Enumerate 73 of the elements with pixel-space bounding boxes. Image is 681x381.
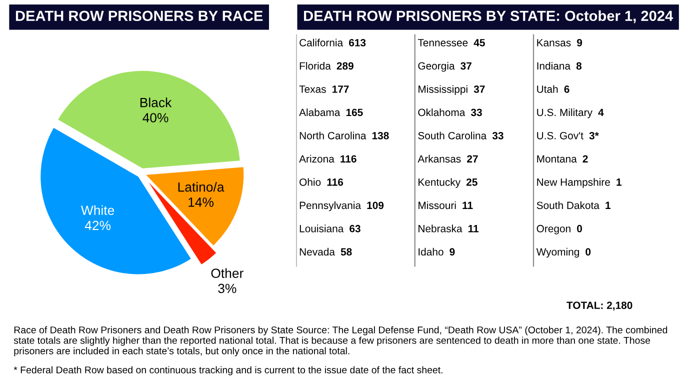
category-label: Idaho xyxy=(418,248,444,256)
category-label: Ohio xyxy=(300,178,321,186)
data-label: 1 xyxy=(616,178,622,186)
category-label: California xyxy=(300,38,344,46)
data-label: 33 xyxy=(470,108,482,116)
category-label: North Carolina xyxy=(300,132,366,140)
data-label: 4 xyxy=(598,108,604,116)
text: TOTAL: 2,180 xyxy=(566,302,632,311)
category-label: Nevada xyxy=(300,248,335,256)
data-label: 9 xyxy=(450,248,455,256)
data-label: 109 xyxy=(367,202,384,210)
category-label: Louisiana xyxy=(300,224,344,232)
data-label: 27 xyxy=(467,155,478,162)
data-label: 63 xyxy=(350,224,360,232)
category-label: Nebraska xyxy=(418,224,462,232)
category-label: New Hampshire xyxy=(537,178,610,188)
category-label: Florida xyxy=(300,62,331,70)
slice-label: White xyxy=(80,205,114,215)
category-label: Missouri xyxy=(418,201,456,210)
data-label: 45 xyxy=(474,39,485,46)
category-label: South Dakota xyxy=(536,201,600,210)
category-label: U.S. Military xyxy=(537,108,592,118)
data-label: 42% xyxy=(84,220,111,230)
category-label: Tennessee xyxy=(418,39,468,46)
data-label: 138 xyxy=(372,132,389,140)
text: Race of Death Row Prisoners and Death Row Prisoners by State Source: The Legal Defense Fund, “Death Row USA” (October 1, 2024). The combined state totals are slightly higher than the reported national total. That is because a few prisoners are sentenced to death in more than one state. Those prisoners are included in each state’s totals, but only once in the national total. xyxy=(14,326,668,356)
data-label: 37 xyxy=(460,62,472,70)
category-label: Indiana xyxy=(537,62,570,70)
category-label: Wyoming xyxy=(536,248,579,258)
data-label: 3% xyxy=(218,284,236,294)
data-label: 11 xyxy=(462,202,473,209)
data-label: 58 xyxy=(340,248,352,256)
data-label: 6 xyxy=(564,85,570,93)
category-label: Kentucky xyxy=(418,178,461,188)
data-label: 165 xyxy=(346,108,363,116)
category-label: Arizona xyxy=(299,154,334,163)
data-label: 9 xyxy=(576,39,582,46)
data-label: 11 xyxy=(468,225,479,232)
category-label: U.S. Gov't xyxy=(537,132,584,140)
data-label: 177 xyxy=(332,86,349,93)
category-label: Kansas xyxy=(537,39,571,46)
data-label: 116 xyxy=(340,155,356,163)
category-label: Oklahoma xyxy=(418,108,466,116)
category-label: Arkansas xyxy=(418,154,461,163)
slice-label: Other xyxy=(211,268,244,278)
category-label: Alabama xyxy=(299,108,340,116)
category-label: Oregon xyxy=(536,224,570,234)
slice-label: Black xyxy=(140,98,172,108)
category-label: Utah xyxy=(537,85,558,93)
data-label: 613 xyxy=(349,39,366,46)
text: DEATH ROW PRISONERS BY STATE: October 1, 2024 xyxy=(304,10,674,24)
category-label: Georgia xyxy=(418,62,455,72)
data-label: 116 xyxy=(327,178,344,186)
data-label: 1 xyxy=(606,202,611,209)
category-label: Mississippi xyxy=(418,85,468,95)
data-label: 37 xyxy=(474,85,485,93)
chart-title: DEATH ROW PRISONERS BY RACE xyxy=(16,10,263,22)
category-label: Montana xyxy=(537,155,577,163)
category-label: Pennsylvania xyxy=(300,201,362,212)
data-label: 0 xyxy=(586,248,591,256)
category-label: South Carolina xyxy=(418,132,487,140)
data-label: 289 xyxy=(336,62,354,70)
data-label: 0 xyxy=(577,224,582,232)
data-label: 14% xyxy=(188,198,214,207)
category-label: Texas xyxy=(299,86,326,93)
data-label: 33 xyxy=(492,132,504,140)
data-label: 3* xyxy=(589,132,599,140)
data-label: 25 xyxy=(466,178,478,186)
data-label: 2 xyxy=(582,155,588,162)
text: * Federal Death Row based on continuous tracking and is current to the issue date of the fact sheet. xyxy=(14,366,442,376)
data-label: 40% xyxy=(142,113,168,122)
data-label: 8 xyxy=(576,62,582,70)
slice-label: Latino/a xyxy=(178,182,224,192)
